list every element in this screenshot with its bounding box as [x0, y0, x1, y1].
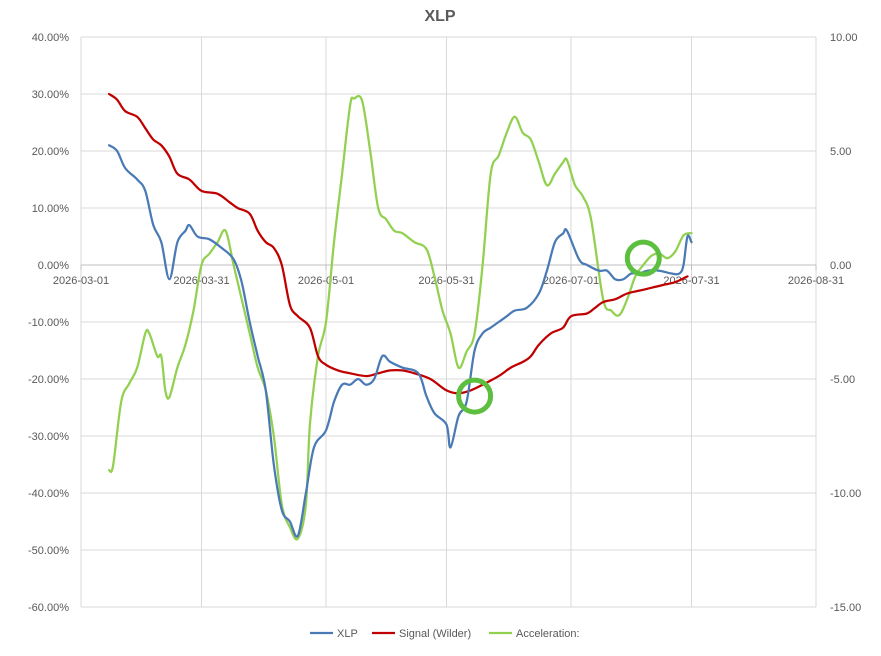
series-lines — [107, 92, 693, 541]
x-tick-label: 2026-05-01 — [298, 275, 354, 287]
highlight-circle-1 — [456, 377, 494, 415]
left-tick-label: 0.00% — [38, 260, 69, 272]
left-axis: 40.00% 30.00% 20.00% 10.00% 0.00% -10.00% -20.… — [28, 32, 69, 614]
acceleration-series-line — [107, 94, 693, 541]
x-tick-label: 2026-07-31 — [663, 275, 719, 287]
x-axis: 2026-03-01 2026-03-31 2026-05-01 2026-05-31… — [53, 264, 844, 287]
right-tick-label: 5.00 — [830, 146, 851, 158]
right-tick-label: 0.00 — [830, 260, 851, 272]
left-tick-label: 10.00% — [32, 203, 70, 215]
left-tick-label: -40.00% — [28, 488, 69, 500]
left-tick-label: -60.00% — [28, 602, 69, 614]
left-tick-label: 40.00% — [32, 32, 70, 44]
chart-title: XLP — [424, 8, 455, 25]
right-tick-label: -5.00 — [830, 374, 855, 386]
legend-label-2: Signal (Wilder) — [399, 628, 471, 640]
x-tick-label: 2026-03-01 — [53, 275, 109, 287]
x-tick-label: 2026-05-31 — [418, 275, 474, 287]
highlight-circle-2 — [624, 239, 662, 277]
legend-label-3: Acceleration: — [516, 628, 580, 640]
xlp-series-line — [107, 144, 693, 538]
x-tick-label: 2026-03-31 — [173, 275, 229, 287]
left-tick-label: 20.00% — [32, 146, 70, 158]
left-tick-label: -50.00% — [28, 545, 69, 557]
signal-series-line — [107, 92, 689, 395]
right-axis: 10.00 5.00 0.00 -5.00 -10.00 -15.00 — [830, 32, 861, 614]
left-tick-label: -10.00% — [28, 317, 69, 329]
left-tick-label: 30.00% — [32, 89, 70, 101]
x-tick-label: 2026-07-01 — [543, 275, 599, 287]
left-tick-label: -20.00% — [28, 374, 69, 386]
x-tick-label: 2026-08-31 — [788, 275, 844, 287]
right-tick-label: -15.00 — [830, 602, 861, 614]
right-tick-label: -10.00 — [830, 488, 861, 500]
annotations — [456, 239, 662, 415]
legend: XLP Signal (Wilder) Acceleration: — [310, 628, 580, 640]
right-tick-label: 10.00 — [830, 32, 858, 44]
legend-label-1: XLP — [337, 628, 358, 640]
left-tick-label: -30.00% — [28, 431, 69, 443]
